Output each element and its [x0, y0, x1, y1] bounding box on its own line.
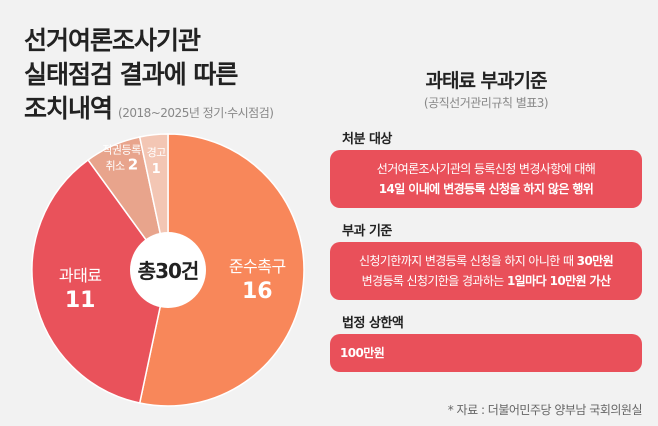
slice-value: 2 [128, 156, 138, 174]
body-text: 신청기한까지 변경등록 신청을 하지 아니한 때 [358, 254, 577, 268]
section-box-limit: 100만원 [330, 334, 642, 372]
highlight-text: 1일마다 10만원 가산 [506, 274, 611, 288]
slice-label: 취소 2 [105, 156, 137, 174]
box-line: 14일 이내에 변경등록 신청을 하지 않은 행위 [340, 179, 632, 199]
pie-slice [138, 133, 305, 407]
section-box-target: 선거여론조사기관의 등록신청 변경사항에 대해 14일 이내에 변경등록 신청을… [330, 150, 642, 208]
box-line: 선거여론조사기관의 등록신청 변경사항에 대해 [340, 159, 632, 179]
slice-value: 1 [152, 162, 161, 177]
slice-label: 직권등록 [102, 144, 141, 157]
body-text: 변경등록 신청기한을 경과하는 [361, 274, 507, 288]
title-line-3-text: 조치내역 [24, 94, 113, 123]
box-line: 변경등록 신청기한을 경과하는 1일마다 10만원 가산 [340, 271, 632, 291]
title-subtitle: (2018~2025년 정기·수시점검) [118, 106, 274, 120]
box-line: 신청기한까지 변경등록 신청을 하지 아니한 때 30만원 [340, 251, 632, 271]
highlight-text: 100만원 [340, 346, 385, 360]
pie-slice [31, 158, 169, 404]
section-heading-limit: 법정 상한액 [342, 316, 404, 331]
slice-label: 과태료 [59, 266, 102, 285]
section-heading-target: 처분 대상 [342, 132, 392, 147]
section-heading-criteria: 부과 기준 [342, 224, 392, 239]
slice-value: 11 [65, 288, 96, 313]
source-footnote: * 자료 : 더불어민주당 양부남 국회의원실 [447, 403, 643, 417]
title-block: 선거여론조사기관 실태점검 결과에 따른 조치내역 (2018~2025년 정기·… [24, 24, 274, 130]
slice-value: 16 [242, 279, 273, 304]
section-box-criteria: 신청기한까지 변경등록 신청을 하지 아니한 때 30만원 변경등록 신청기한을… [330, 242, 642, 300]
penalty-subtitle: (공직선거관리규칙 별표3) [423, 96, 549, 110]
highlight-text: 14일 이내에 변경등록 신청을 하지 않은 행위 [378, 182, 594, 196]
highlight-text: 30만원 [576, 254, 614, 268]
title-line-2: 실태점검 결과에 따른 [24, 60, 238, 89]
title-line-3: 조치내역 (2018~2025년 정기·수시점검) [24, 92, 274, 130]
slice-label: 준수촉구 [229, 257, 286, 276]
box-line: 100만원 [340, 343, 632, 363]
penalty-title: 과태료 부과기준 [425, 70, 548, 92]
body-text: 선거여론조사기관의 등록신청 변경사항에 대해 [376, 162, 596, 176]
title-line-1: 선거여론조사기관 [24, 26, 201, 55]
pie-center-circle [130, 232, 206, 308]
slice-label: 경고 [147, 146, 167, 159]
pie-center-label: 총30건 [138, 259, 199, 283]
